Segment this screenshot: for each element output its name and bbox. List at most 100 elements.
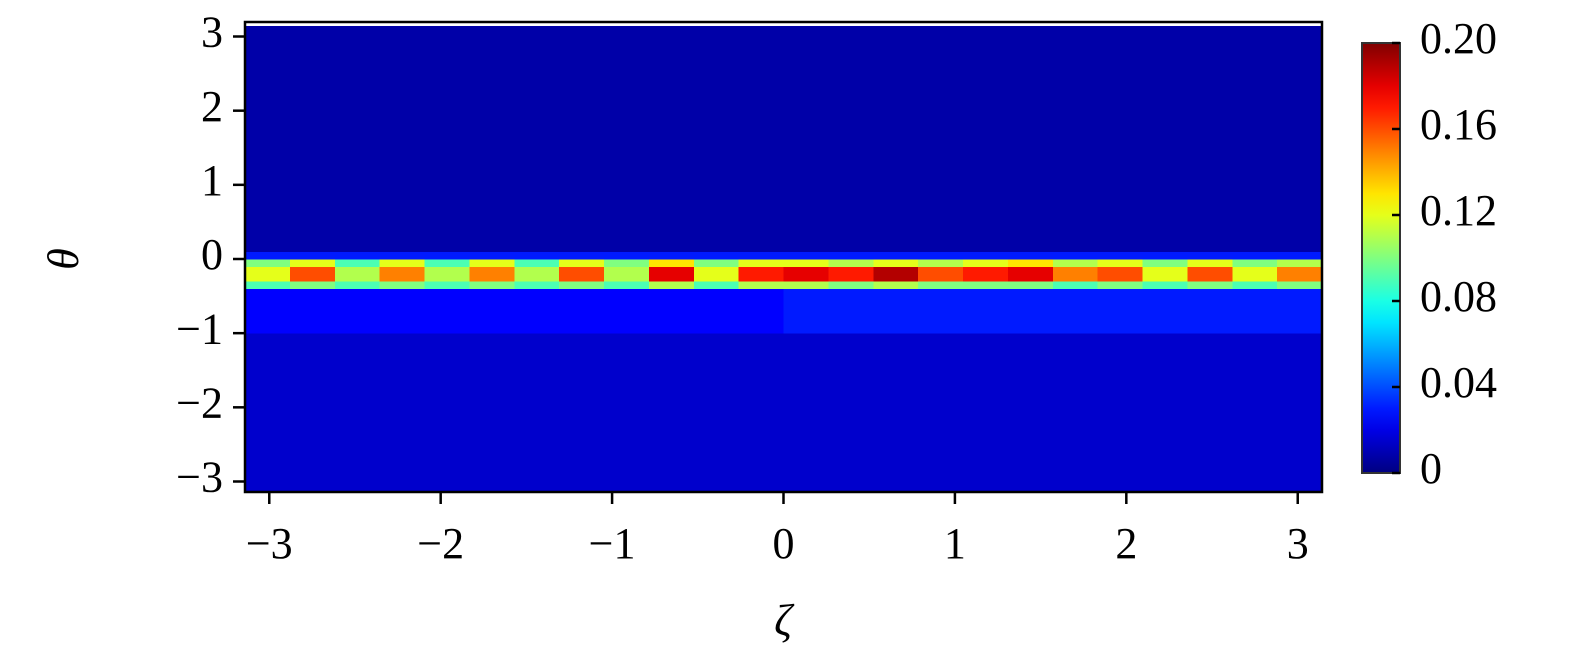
cell (289, 26, 336, 253)
cell (604, 259, 650, 267)
x-tick-label: 2 (1115, 519, 1137, 568)
cell (334, 288, 381, 334)
cell (245, 251, 291, 260)
cell (783, 266, 829, 282)
x-tick-label: −1 (589, 519, 636, 568)
cell (918, 288, 964, 334)
y-axis-label: θ (39, 248, 88, 270)
cell (918, 259, 964, 267)
cell (245, 259, 291, 267)
cell (334, 281, 381, 290)
y-tick-label: −3 (176, 453, 223, 502)
cell (1232, 288, 1278, 334)
cell (738, 251, 784, 260)
cell (1142, 251, 1188, 260)
cell (604, 333, 650, 493)
cell (1187, 281, 1233, 290)
cell (783, 333, 829, 493)
cell (245, 26, 291, 253)
cell (963, 288, 1009, 334)
cell (559, 288, 605, 334)
cell (334, 26, 381, 253)
x-tick-label: −2 (417, 519, 464, 568)
cell (514, 288, 560, 334)
cell (1052, 266, 1099, 282)
cell (963, 26, 1009, 253)
cell (918, 26, 964, 253)
cell (648, 266, 695, 282)
cell (738, 259, 784, 267)
cell (783, 281, 829, 290)
cell (918, 266, 964, 282)
cell (1277, 266, 1323, 282)
cell (559, 333, 605, 493)
cell (873, 26, 919, 253)
cell (738, 26, 784, 253)
cell (334, 259, 381, 267)
cell (693, 259, 740, 267)
cell (1097, 259, 1143, 267)
cell (828, 333, 874, 493)
cell (1187, 26, 1233, 253)
cell (828, 26, 874, 253)
cell (289, 281, 336, 290)
cell (379, 281, 425, 290)
cell (873, 259, 919, 267)
cell (738, 266, 784, 282)
y-tick-label: 1 (201, 156, 223, 205)
cell (828, 251, 874, 260)
colorbar-tick-label: 0.04 (1420, 358, 1497, 407)
cell (1097, 333, 1143, 493)
cell (289, 259, 336, 267)
cell (289, 251, 336, 260)
cell (604, 251, 650, 260)
cell (514, 251, 560, 260)
cell (1052, 288, 1099, 334)
cell (648, 259, 695, 267)
cell (604, 281, 650, 290)
cell (379, 259, 425, 267)
y-tick-label: −1 (176, 304, 223, 353)
cell (289, 266, 336, 282)
cell (245, 333, 291, 493)
cell (738, 281, 784, 290)
cell (604, 26, 650, 253)
cell (559, 26, 605, 253)
cell (873, 266, 919, 282)
cell (1007, 288, 1054, 334)
cell (1277, 333, 1323, 493)
x-tick-label: 1 (944, 519, 966, 568)
cell (559, 266, 605, 282)
colorbar-tick-label: 0 (1420, 444, 1442, 493)
y-tick-label: 0 (201, 230, 223, 279)
cell (648, 288, 695, 334)
x-tick-label: −3 (246, 519, 293, 568)
cell (469, 251, 515, 260)
cell (469, 259, 515, 267)
cell (693, 266, 740, 282)
cell (738, 333, 784, 493)
cell (873, 281, 919, 290)
cell (1097, 288, 1143, 334)
cell (424, 251, 470, 260)
cell (1232, 251, 1278, 260)
cell (334, 333, 381, 493)
cell (379, 251, 425, 260)
cell (963, 281, 1009, 290)
heatmap (245, 26, 1323, 493)
x-tick-label: 0 (773, 519, 795, 568)
cell (1052, 333, 1099, 493)
cell (783, 288, 829, 334)
cell (1052, 281, 1099, 290)
cell (693, 288, 740, 334)
cell (828, 281, 874, 290)
cell (1277, 288, 1323, 334)
cell (1052, 259, 1099, 267)
colorbar-tick-label: 0.16 (1420, 100, 1497, 149)
cell (424, 26, 470, 253)
cell (693, 251, 740, 260)
cell (1277, 26, 1323, 253)
cell (1187, 333, 1233, 493)
colorbar-tick-label: 0.20 (1420, 14, 1497, 63)
cell (245, 281, 291, 290)
